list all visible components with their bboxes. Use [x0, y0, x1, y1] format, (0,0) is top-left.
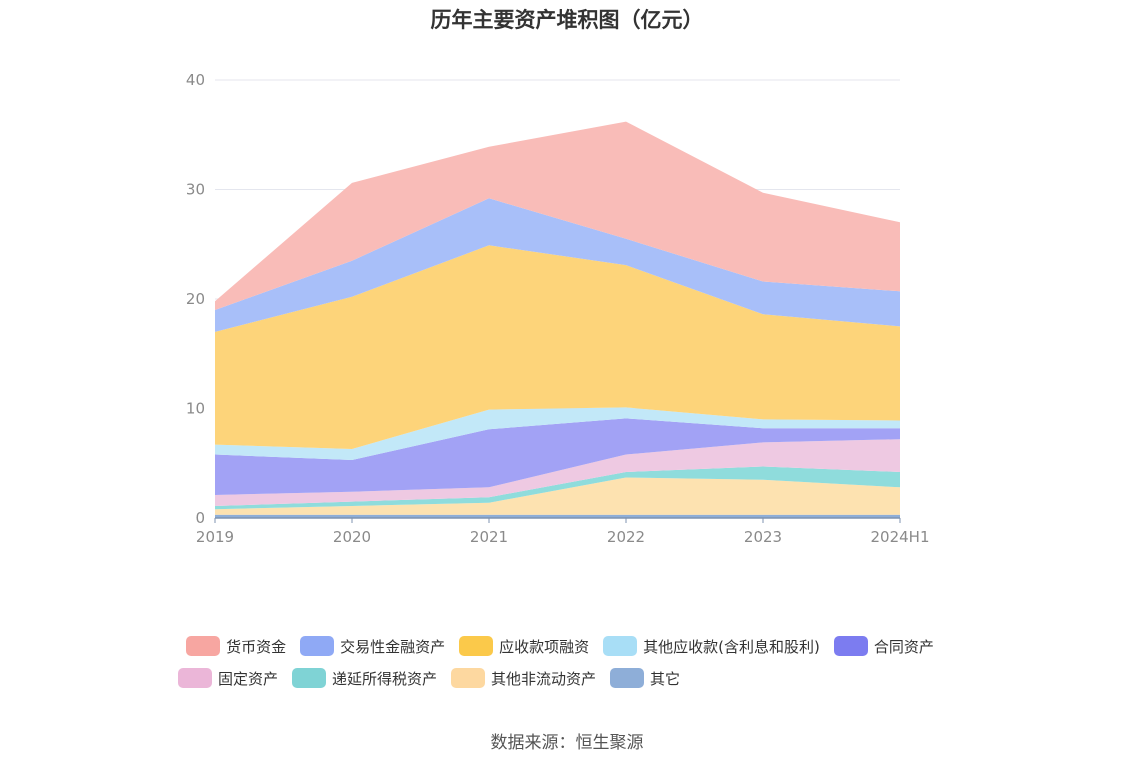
area-series: [215, 121, 900, 518]
axes: 0 10 20 30 40 2019 2020 2021 2022 2023 2024H1: [186, 71, 930, 546]
area-series-6: [215, 245, 900, 449]
legend-item[interactable]: 递延所得税资产: [292, 668, 437, 689]
legend-item[interactable]: 其他应收款(含利息和股利): [603, 636, 820, 657]
legend-swatch: [451, 668, 486, 688]
legend-item[interactable]: 其他非流动资产: [451, 668, 596, 689]
legend-item[interactable]: 应收款项融资: [459, 636, 589, 657]
legend-swatch: [186, 636, 221, 656]
x-tick-label: 2023: [744, 528, 782, 546]
legend-label: 交易性金融资产: [340, 637, 446, 656]
legend-label: 应收款项融资: [499, 637, 590, 656]
area-series-8: [215, 121, 900, 310]
legend: 货币资金 交易性金融资产 应收款项融资 其他应收款(含利息和股利) 合同资产 固定资产 递…: [0, 630, 1134, 694]
legend-item[interactable]: 货币资金: [186, 636, 286, 657]
area-series-3: [215, 439, 900, 506]
y-tick-label: 40: [186, 71, 205, 89]
legend-label: 其他应收款(含利息和股利): [643, 637, 820, 656]
x-tick-label: 2021: [470, 528, 508, 546]
source-note: 数据来源：恒生聚源: [490, 733, 644, 753]
x-tick-label: 2020: [333, 528, 371, 546]
legend-swatch: [459, 636, 494, 656]
y-tick-label: 0: [195, 509, 205, 527]
legend-swatch: [178, 668, 212, 688]
legend-label: 合同资产: [873, 637, 934, 656]
legend-label: 货币资金: [226, 637, 287, 656]
legend-row-1: 货币资金 交易性金融资产 应收款项融资 其他应收款(含利息和股利) 合同资产: [0, 630, 1134, 662]
y-tick-label: 10: [186, 400, 205, 418]
legend-swatch: [300, 636, 335, 656]
legend-label: 其它: [650, 669, 681, 688]
x-tick-label: 2019: [196, 528, 234, 546]
legend-swatch: [292, 668, 327, 688]
legend-item[interactable]: 交易性金融资产: [300, 636, 445, 657]
legend-swatch: [833, 636, 868, 656]
legend-label: 递延所得税资产: [332, 669, 438, 688]
area-series-7: [215, 198, 900, 332]
y-tick-label: 30: [186, 181, 205, 199]
area-series-4: [215, 418, 900, 495]
legend-label: 其他非流动资产: [491, 669, 597, 688]
legend-item[interactable]: 固定资产: [178, 668, 278, 689]
y-tick-label: 20: [186, 290, 205, 308]
legend-label: 固定资产: [218, 669, 279, 688]
legend-row-2: 固定资产 递延所得税资产 其他非流动资产 其它: [0, 662, 1134, 694]
area-series-2: [215, 466, 900, 510]
area-series-1: [215, 477, 900, 515]
chart-title: 历年主要资产堆积图（亿元）: [430, 8, 704, 32]
legend-swatch: [610, 668, 645, 688]
x-tick-label: 2022: [607, 528, 645, 546]
x-tick-label: 2024H1: [871, 528, 930, 546]
area-series-0: [215, 514, 900, 518]
legend-item[interactable]: 其它: [610, 668, 680, 689]
legend-item[interactable]: 合同资产: [833, 636, 934, 657]
legend-swatch: [603, 636, 638, 656]
area-series-5: [215, 407, 900, 460]
